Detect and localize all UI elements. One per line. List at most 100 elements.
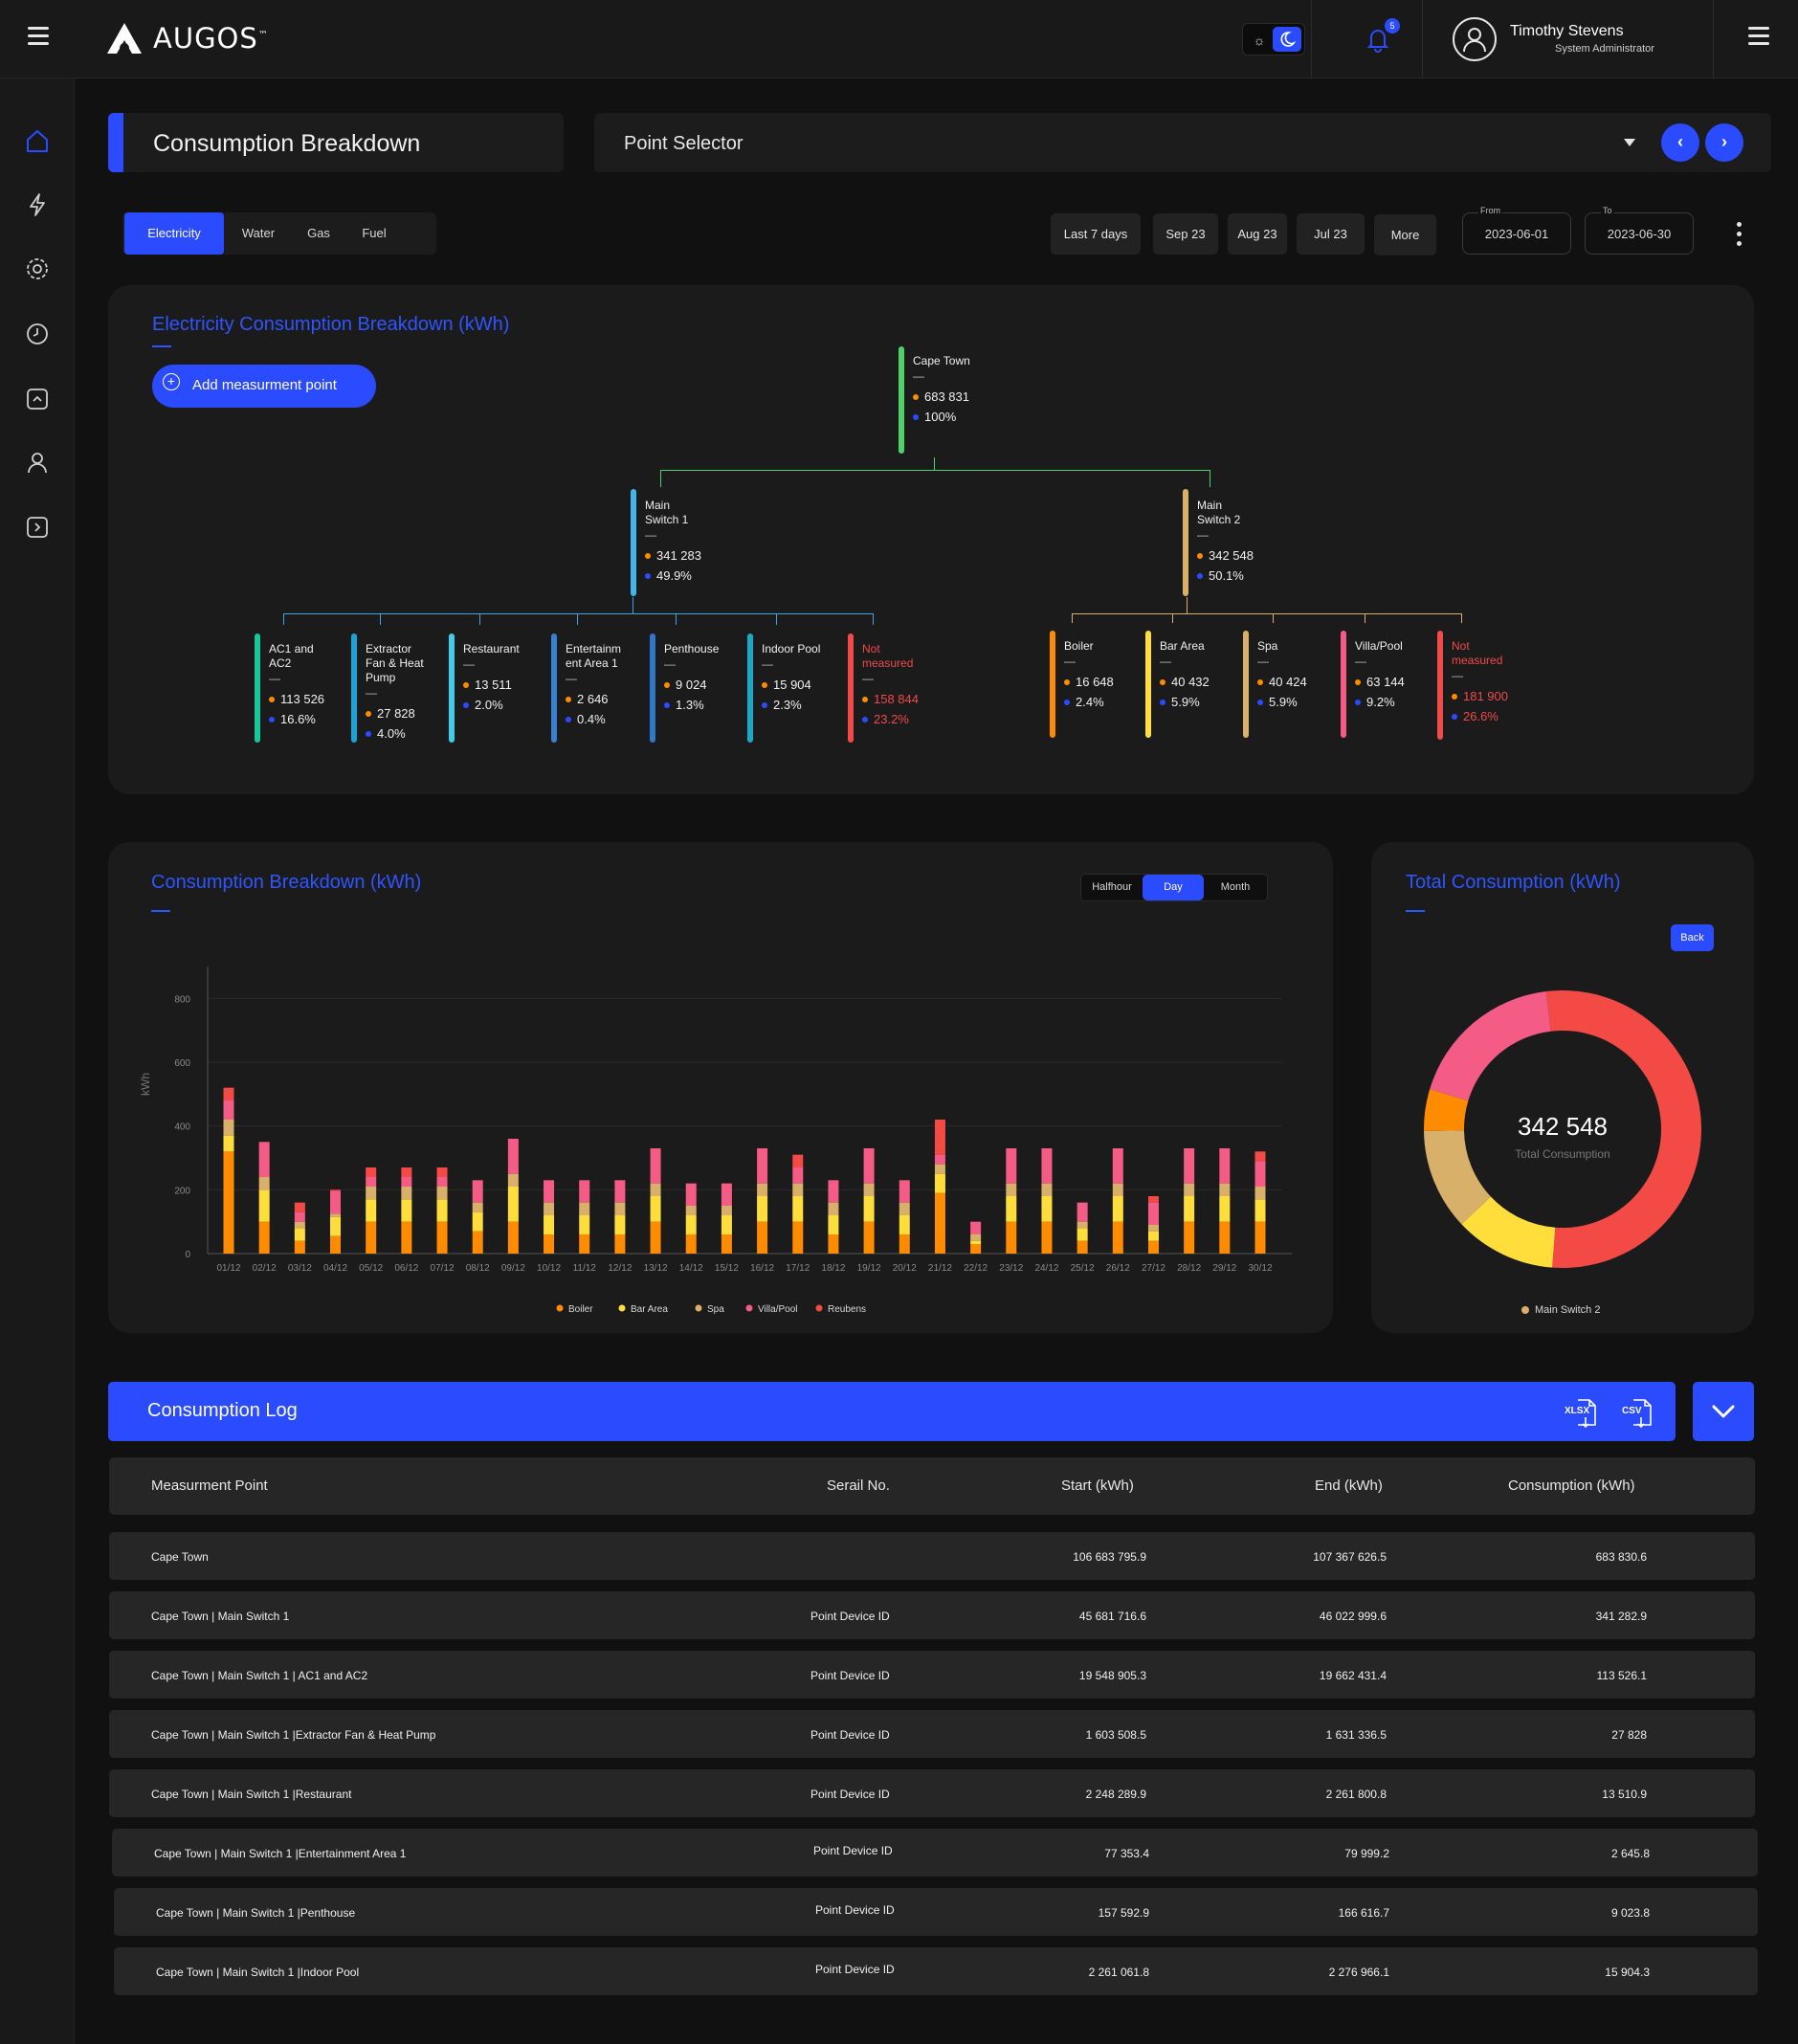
prev-button[interactable]: ‹: [1661, 123, 1699, 162]
cell-start: 45 681 716.6: [1078, 1610, 1146, 1623]
bar-spa-16: [757, 1183, 768, 1196]
donut-center-value: 342 548: [1518, 1112, 1608, 1141]
table-row[interactable]: Cape Town | Main Switch 1 |Entertainment…: [112, 1829, 1758, 1877]
tree-node-entertainment-area[interactable]: Entertainm ent Area 1 — 2 646 0.4%: [551, 633, 639, 743]
table-row[interactable]: Cape Town 106 683 795.9 107 367 626.5 683 8…: [109, 1532, 1755, 1580]
to-date-field[interactable]: To 2023-06-30: [1585, 206, 1694, 255]
tree-node-not-measured-2[interactable]: Not measured — 181 900 26.6%: [1437, 631, 1525, 740]
plus-circle-icon: +: [163, 373, 180, 390]
chip-sep-23[interactable]: Sep 23: [1153, 213, 1218, 255]
next-button[interactable]: ›: [1705, 123, 1743, 162]
collapse-log-button[interactable]: [1693, 1382, 1754, 1441]
tab-fuel[interactable]: Fuel: [362, 226, 387, 240]
moon-icon: [1280, 32, 1297, 47]
tree-node-penthouse[interactable]: Penthouse — 9 024 1.3%: [650, 633, 738, 743]
tree-node-bar-area[interactable]: Bar Area — 40 432 5.9%: [1145, 631, 1233, 738]
avatar[interactable]: [1453, 17, 1497, 61]
bar-villa-pool-13: [650, 1148, 661, 1184]
tab-gas[interactable]: Gas: [307, 226, 330, 240]
bar-reubens-1: [223, 1087, 234, 1100]
tree-node-spa[interactable]: Spa — 40 424 5.9%: [1243, 631, 1331, 738]
tree-node-indoor-pool[interactable]: Indoor Pool — 15 904 2.3%: [747, 633, 835, 743]
back-button[interactable]: Back: [1671, 924, 1714, 951]
lightning-icon[interactable]: [23, 190, 52, 219]
col-consumption[interactable]: Consumption (kWh): [1508, 1477, 1635, 1494]
menu-icon[interactable]: [28, 27, 49, 46]
x-tick-label: 12/12: [608, 1263, 632, 1274]
home-icon[interactable]: [23, 126, 52, 155]
x-tick-label: 15/12: [715, 1263, 739, 1274]
gear-icon[interactable]: [23, 255, 52, 283]
table-row[interactable]: Cape Town | Main Switch 1 Point Device ID…: [109, 1591, 1755, 1639]
bell-icon[interactable]: [1364, 25, 1392, 54]
user-icon[interactable]: [23, 448, 52, 477]
legend-label: Reubens: [828, 1304, 866, 1315]
donut-slice-boiler[interactable]: [1424, 1089, 1469, 1131]
bar-boiler-15: [721, 1234, 732, 1254]
tab-electricity[interactable]: Electricity: [124, 212, 224, 255]
col-measurement-point[interactable]: Measurment Point: [151, 1477, 268, 1494]
tree-node-extractor-fan[interactable]: Extractor Fan & Heat Pump — 27 828 4.0%: [351, 633, 439, 743]
table-row[interactable]: Cape Town | Main Switch 1 | AC1 and AC2 P…: [109, 1651, 1755, 1699]
tab-water[interactable]: Water: [241, 226, 276, 240]
moon-button[interactable]: [1273, 27, 1301, 52]
chevron-up-box-icon[interactable]: [23, 385, 52, 413]
tree-node-boiler[interactable]: Boiler — 16 648 2.4%: [1050, 631, 1138, 738]
cell-start: 1 603 508.5: [1085, 1728, 1146, 1742]
bar-spa-13: [650, 1183, 661, 1196]
tree-title: Electricity Consumption Breakdown (kWh): [152, 314, 510, 335]
donut-slice-spa[interactable]: [1424, 1130, 1491, 1225]
tree-node-not-measured-1[interactable]: Not measured — 158 844 23.2%: [848, 633, 936, 743]
col-start[interactable]: Start (kWh): [1061, 1477, 1134, 1494]
tree-node-villa-pool[interactable]: Villa/Pool — 63 144 9.2%: [1341, 631, 1429, 738]
tree-node-main-switch-2[interactable]: Main Switch 2 — 342 548 50.1%: [1183, 489, 1269, 596]
legend-label: Bar Area: [631, 1304, 668, 1315]
chip-aug-23[interactable]: Aug 23: [1228, 213, 1287, 255]
title-accent: [108, 113, 123, 172]
chevron-right-box-icon[interactable]: [23, 513, 52, 542]
add-measurement-point-button[interactable]: + Add measurment point: [152, 365, 376, 408]
sun-icon[interactable]: ☼: [1253, 33, 1266, 48]
theme-toggle[interactable]: ☼: [1242, 23, 1305, 56]
bar-reubens-3: [294, 1202, 305, 1212]
bar-spa-24: [1041, 1183, 1053, 1196]
donut-slice-bar-area[interactable]: [1461, 1196, 1556, 1268]
granularity-month[interactable]: Month: [1220, 881, 1251, 893]
more-options-icon[interactable]: [1737, 222, 1742, 251]
xlsx-export-icon[interactable]: XLSX: [1565, 1397, 1597, 1428]
donut-slice-villa-pool[interactable]: [1430, 991, 1551, 1101]
bar-spa-20: [899, 1202, 910, 1215]
table-row[interactable]: Cape Town | Main Switch 1 |Restaurant Poi…: [109, 1769, 1755, 1817]
connector: [479, 613, 480, 625]
csv-export-icon[interactable]: CSV: [1620, 1397, 1653, 1428]
bar-bar-area-28: [1184, 1196, 1195, 1222]
col-serial[interactable]: Serail No.: [827, 1477, 890, 1494]
tree-node-cape-town[interactable]: Cape Town — 683 831 100%: [899, 346, 994, 454]
right-menu-icon[interactable]: [1748, 27, 1769, 46]
donut-slice-reubens[interactable]: [1545, 990, 1702, 1268]
col-end[interactable]: End (kWh): [1315, 1477, 1383, 1494]
chevron-left-icon: ‹: [1677, 132, 1683, 151]
table-row[interactable]: Cape Town | Main Switch 1 |Extractor Fan…: [109, 1710, 1755, 1758]
tree-node-ac1-ac2[interactable]: AC1 and AC2 — 113 526 16.6%: [255, 633, 343, 743]
tree-node-restaurant[interactable]: Restaurant — 13 511 2.0%: [449, 633, 537, 743]
bar-bar-area-5: [366, 1199, 377, 1222]
granularity-day[interactable]: Day: [1143, 875, 1204, 900]
table-row[interactable]: Cape Town | Main Switch 1 |Indoor Pool Po…: [114, 1947, 1758, 1995]
table-row[interactable]: Cape Town | Main Switch 1 |Penthouse Poin…: [114, 1888, 1758, 1936]
from-date-field[interactable]: From 2023-06-01: [1462, 206, 1571, 255]
cell-consumption: 683 830.6: [1595, 1550, 1647, 1564]
point-selector[interactable]: Point Selector ‹ ›: [594, 113, 1771, 172]
clock-icon[interactable]: [23, 320, 52, 348]
chip-jul-23[interactable]: Jul 23: [1297, 213, 1365, 255]
tree-node-main-switch-1[interactable]: Main Switch 1 — 341 283 49.9%: [631, 489, 717, 596]
bar-boiler-16: [757, 1221, 768, 1254]
chip-more[interactable]: More: [1374, 214, 1436, 256]
bar-spa-10: [544, 1202, 555, 1215]
caret-down-icon[interactable]: [1624, 139, 1635, 146]
chip-last-7-days[interactable]: Last 7 days: [1051, 213, 1141, 255]
granularity-halfhour[interactable]: Halfhour: [1092, 881, 1132, 893]
bar-villa-pool-11: [579, 1180, 590, 1203]
bar-spa-21: [934, 1164, 945, 1174]
cell-start: 77 353.4: [1104, 1847, 1149, 1860]
